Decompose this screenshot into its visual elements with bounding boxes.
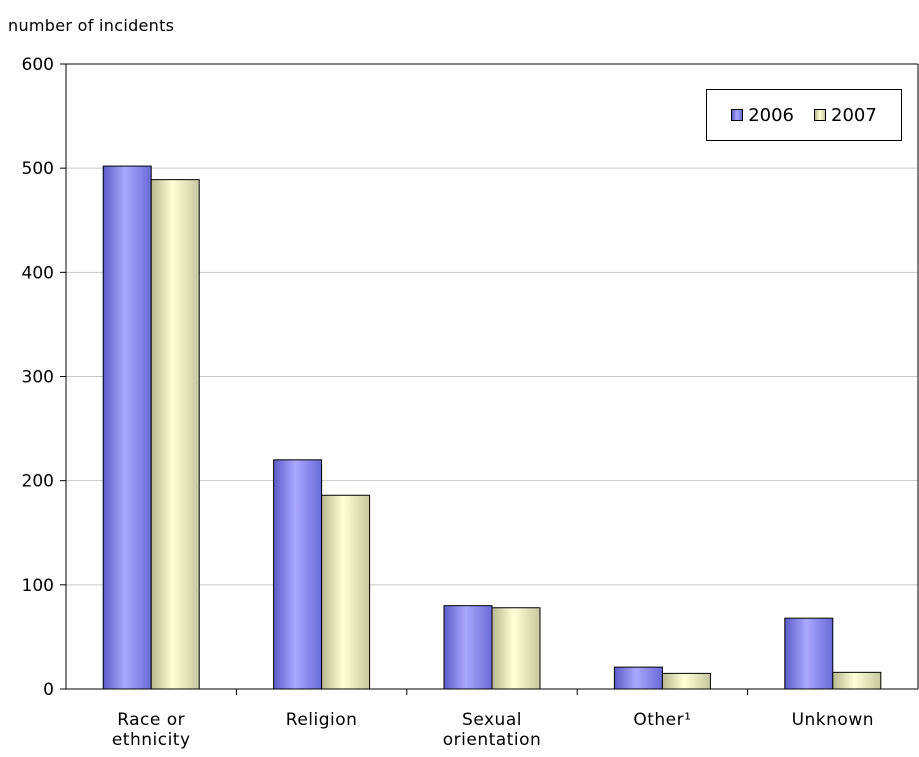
y-tick-label-200: 200 <box>22 472 54 492</box>
y-tick-label-500: 500 <box>22 159 54 179</box>
axes <box>65 63 919 695</box>
gridlines <box>66 63 918 586</box>
x-tick-label-4: Unknown <box>791 710 874 730</box>
bar-2006-4 <box>784 617 834 690</box>
x-tick-label-2: Sexual orientation <box>442 710 542 750</box>
bar-2007-4 <box>832 671 882 690</box>
x-tick-label-3: Other¹ <box>633 710 692 730</box>
y-tick-label-400: 400 <box>22 263 54 283</box>
bar-2006-1 <box>273 459 323 690</box>
legend-label-2007: 2007 <box>831 104 877 126</box>
x-tick-label-0: Race or ethnicity <box>111 710 191 750</box>
bar-2006-2 <box>443 605 493 690</box>
y-tick-label-100: 100 <box>22 576 54 596</box>
legend-swatch-2007 <box>814 109 826 121</box>
legend: 2006 2007 <box>706 89 902 141</box>
bar-2007-1 <box>321 494 371 690</box>
y-tick-label-300: 300 <box>22 368 54 388</box>
legend-item-2007: 2007 <box>814 105 877 126</box>
y-axis-title: number of incidents <box>8 16 175 35</box>
y-axis-ticks: 0 100 200 300 400 500 600 <box>22 55 66 700</box>
bar-2007-0 <box>150 179 200 690</box>
bars <box>102 165 882 690</box>
y-tick-label-600: 600 <box>22 55 54 75</box>
bar-2007-3 <box>661 672 711 690</box>
bar-2006-3 <box>613 666 663 690</box>
legend-item-2006: 2006 <box>731 105 794 126</box>
legend-label-2006: 2006 <box>748 104 794 126</box>
y-tick-label-0: 0 <box>43 680 54 700</box>
x-tick-label-1: Religion <box>285 710 358 730</box>
legend-swatch-2006 <box>731 109 744 121</box>
bar-2006-0 <box>102 165 152 690</box>
bar-2007-2 <box>491 607 541 690</box>
